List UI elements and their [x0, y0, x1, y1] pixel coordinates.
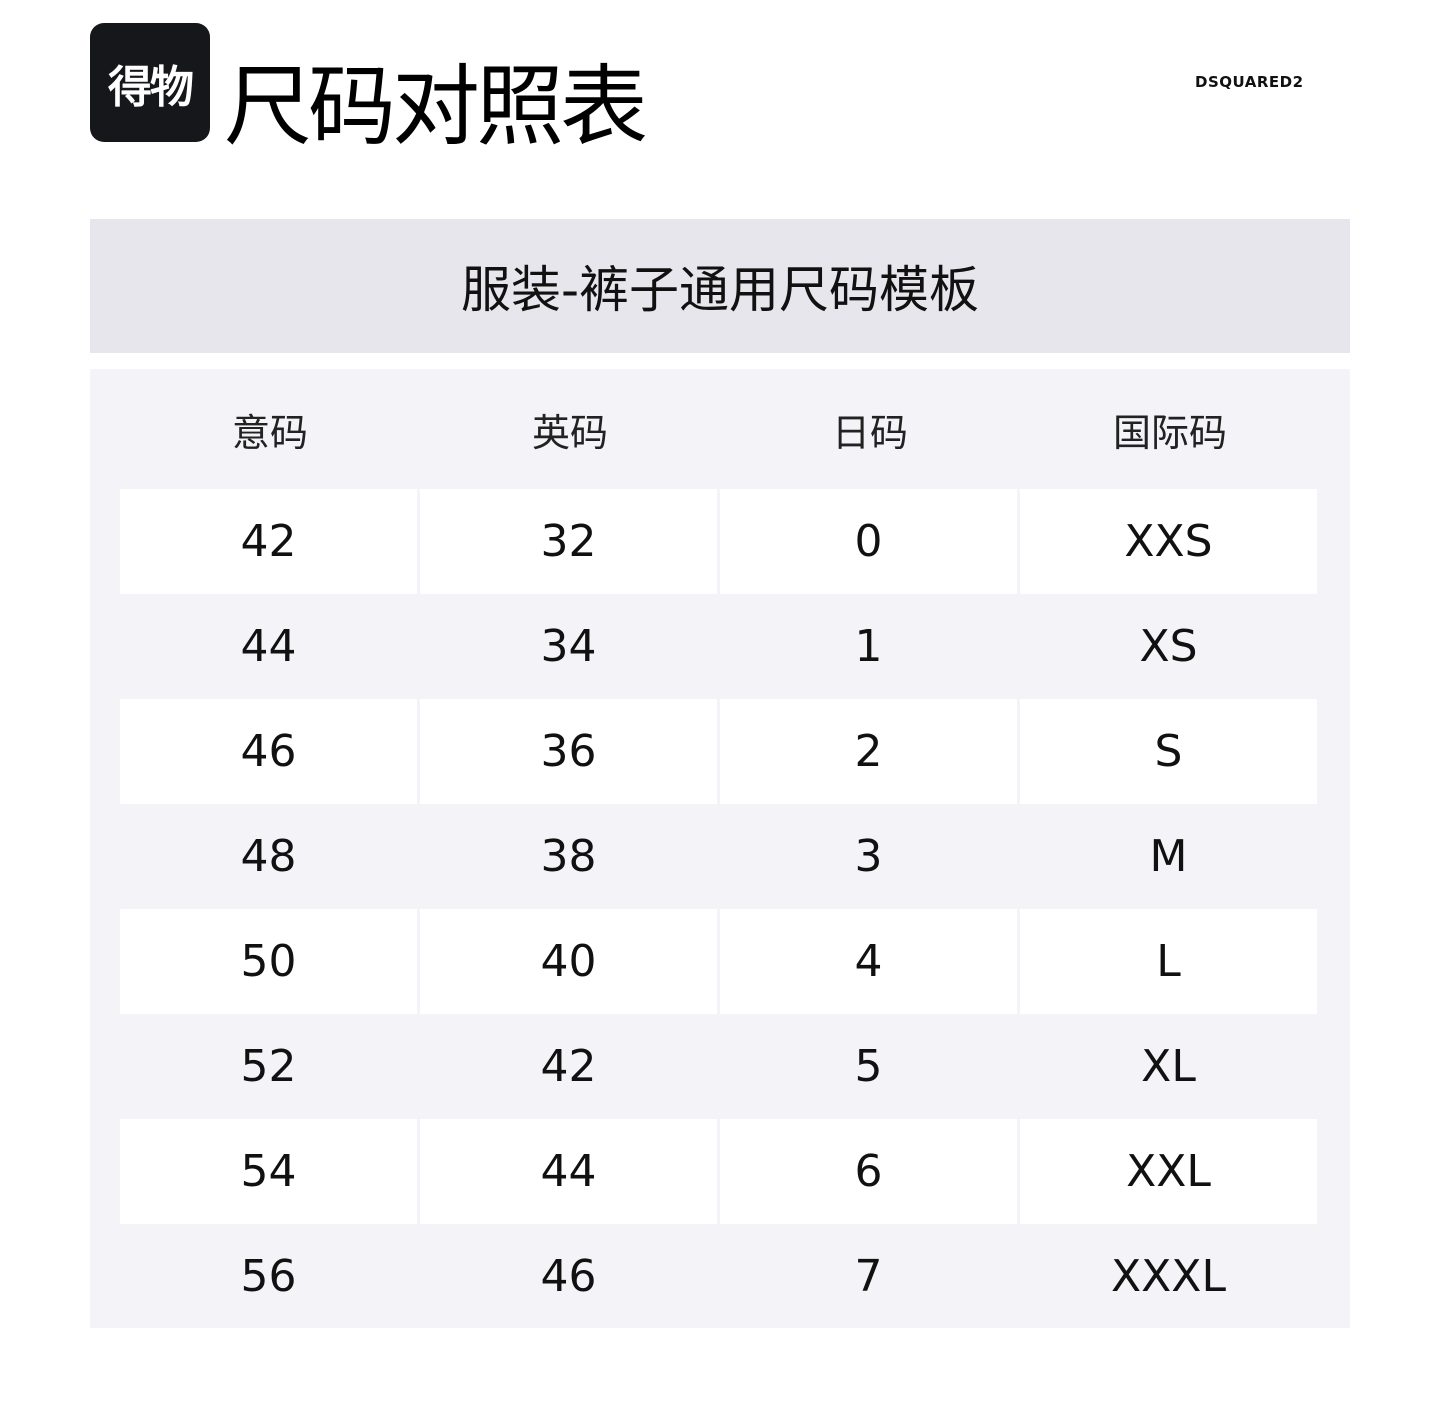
- table-cell: M: [1149, 831, 1188, 882]
- table-cell: 7: [854, 1251, 883, 1302]
- table-cell: 56: [240, 1251, 297, 1302]
- table-cell: 52: [240, 1041, 297, 1092]
- subtitle-text: 服装-裤子通用尺码模板: [460, 261, 980, 319]
- table-cell: L: [1020, 909, 1317, 1014]
- logo-text: 得物: [108, 61, 194, 113]
- table-row: 42 32 0 XXS: [120, 489, 1317, 594]
- table-cell: XL: [1141, 1041, 1196, 1092]
- table-cell: 46: [540, 1251, 597, 1302]
- table-row: 56 46 7 XXXL: [120, 1224, 1317, 1329]
- table-cell: 48: [240, 831, 297, 882]
- table-row: 50 40 4 L: [120, 909, 1317, 1014]
- column-header: 英码: [531, 410, 608, 455]
- table-cell: 44: [420, 1119, 717, 1224]
- table-cell: 0: [720, 489, 1017, 594]
- table-row: 54 44 6 XXL: [120, 1119, 1317, 1224]
- table-cell: 50: [120, 909, 417, 1014]
- table-cell: 32: [420, 489, 717, 594]
- table-cell: 54: [120, 1119, 417, 1224]
- table-row: 48 38 3 M: [120, 804, 1317, 909]
- table-row: 44 34 1 XS: [120, 594, 1317, 699]
- table-cell: 36: [420, 699, 717, 804]
- table-cell: 3: [854, 831, 883, 882]
- table-header-row: 意码 英码 日码 国际码: [120, 369, 1320, 489]
- table-cell: 6: [720, 1119, 1017, 1224]
- table-cell: XXXL: [1111, 1251, 1226, 1302]
- table-cell: 38: [540, 831, 597, 882]
- page-title: 尺码对照表: [224, 55, 648, 158]
- table-cell: XS: [1139, 621, 1198, 672]
- size-table: 意码 英码 日码 国际码 42 32 0 XXS 44 34 1 XS 46 36 2 S 48 38 3 M 50 4…: [90, 369, 1350, 1328]
- table-row: 52 42 5 XL: [120, 1014, 1317, 1119]
- table-cell: 44: [240, 621, 297, 672]
- table-cell: 1: [854, 621, 883, 672]
- column-header: 意码: [231, 410, 308, 455]
- table-cell: 40: [420, 909, 717, 1014]
- column-header: 国际码: [1112, 410, 1227, 455]
- table-cell: 34: [540, 621, 597, 672]
- table-cell: 4: [720, 909, 1017, 1014]
- table-cell: 2: [720, 699, 1017, 804]
- table-cell: 46: [120, 699, 417, 804]
- dewu-logo: 得物: [90, 23, 210, 142]
- table-cell: 42: [540, 1041, 597, 1092]
- table-subtitle: 服装-裤子通用尺码模板: [90, 219, 1350, 353]
- brand-name: DSQUARED2: [1195, 73, 1304, 91]
- table-cell: XXS: [1020, 489, 1317, 594]
- table-cell: 5: [854, 1041, 883, 1092]
- table-row: 46 36 2 S: [120, 699, 1317, 804]
- table-cell: 42: [120, 489, 417, 594]
- table-cell: S: [1020, 699, 1317, 804]
- table-cell: XXL: [1020, 1119, 1317, 1224]
- column-header: 日码: [831, 410, 908, 455]
